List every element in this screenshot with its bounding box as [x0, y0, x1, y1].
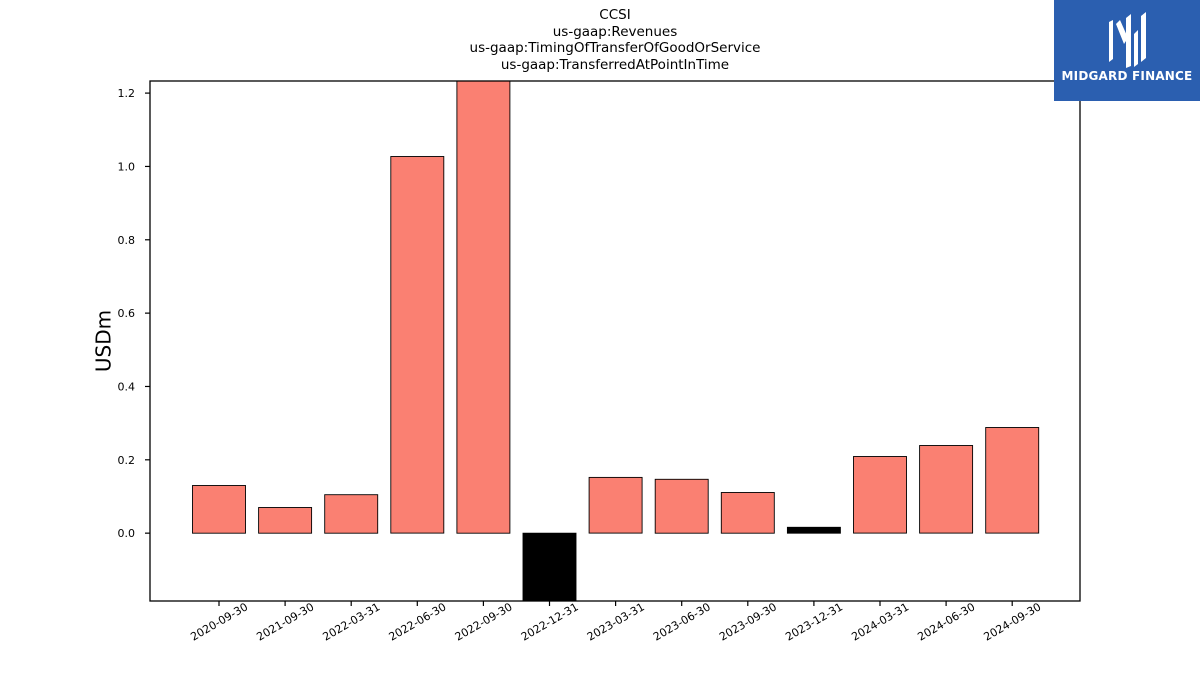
- x-tick-label: 2022-09-30: [453, 600, 515, 643]
- bar-2020-09-30: [192, 485, 246, 534]
- x-tick-label: 2024-06-30: [915, 600, 977, 643]
- x-tick-label: 2022-03-31: [321, 600, 383, 643]
- x-tick-label: 2022-12-31: [519, 600, 581, 643]
- bar-2024-03-31: [853, 456, 907, 534]
- x-tick-label: 2023-09-30: [717, 600, 779, 643]
- bar-2024-09-30: [985, 427, 1040, 534]
- bar-2023-12-31: [786, 526, 841, 534]
- chart-title-line-1: CCSI: [599, 7, 631, 23]
- bar-2022-12-31: [522, 532, 577, 602]
- bar-2023-06-30: [654, 478, 709, 534]
- plot-frame: [149, 80, 1081, 602]
- bars-group: [192, 80, 1040, 602]
- y-tick-label: 0.4: [118, 380, 136, 393]
- x-tick-label: 2024-09-30: [982, 600, 1044, 643]
- x-tick-label: 2024-03-31: [849, 600, 911, 643]
- chart-title-line-4: us-gaap:TransferredAtPointInTime: [500, 56, 730, 73]
- y-tick-label: 1.2: [118, 87, 136, 100]
- bar-2022-09-30: [456, 80, 511, 534]
- bar-2023-03-31: [588, 476, 643, 534]
- y-tick-label: 0.2: [118, 454, 136, 467]
- chart-title: CCSI us-gaap:Revenues us-gaap:TimingOfTr…: [150, 7, 1080, 73]
- y-axis-label: USDm: [92, 310, 116, 372]
- y-axis: 0.0 0.2 0.4 0.6 0.8 1.0 1.2: [118, 87, 150, 540]
- y-tick-label: 0.8: [118, 234, 136, 247]
- y-tick-label: 0.6: [118, 307, 136, 320]
- chart-title-line-2: us-gaap:Revenues: [552, 23, 678, 40]
- bar-2022-03-31: [324, 494, 379, 534]
- midgard-finance-logo: MIDGARD FINANCE: [1054, 0, 1200, 101]
- y-tick-label: 1.0: [118, 160, 136, 173]
- y-tick-label: 0.0: [118, 527, 136, 540]
- x-tick-label: 2021-09-30: [254, 600, 316, 643]
- x-tick-label: 2023-03-31: [585, 600, 647, 643]
- bar-2022-06-30: [390, 156, 445, 534]
- bar-2021-09-30: [258, 507, 313, 534]
- midgard-logo-icon: [1109, 12, 1146, 68]
- x-tick-label: 2020-09-30: [188, 600, 250, 643]
- chart-title-line-3: us-gaap:TimingOfTransferOfGoodOrService: [469, 40, 761, 56]
- x-tick-label: 2023-12-31: [783, 600, 845, 643]
- bar-2023-09-30: [720, 492, 775, 534]
- logo-text: MIDGARD FINANCE: [1061, 69, 1193, 83]
- x-tick-label: 2022-06-30: [387, 600, 449, 643]
- bar-2024-06-30: [919, 445, 974, 534]
- x-axis: 2020-09-30 2021-09-30 2022-03-31 2022-06-30…: [188, 600, 1043, 643]
- x-tick-label: 2023-06-30: [651, 600, 713, 643]
